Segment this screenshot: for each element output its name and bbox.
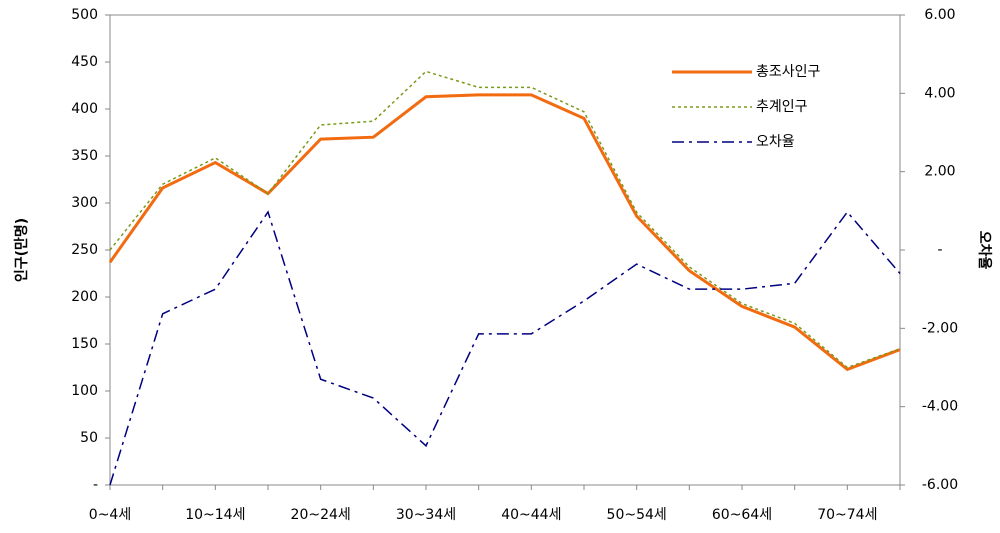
y-axis-label: 인구(만명) [13,218,30,282]
legend-label: 총조사인구 [756,64,821,80]
y-tick-label: 50 [80,430,98,446]
y2-tick-label: - [937,242,942,258]
x-tick-label: 60~64세 [712,507,772,523]
series-line [108,93,901,372]
y-tick-label: 500 [71,7,98,23]
plot-frame [109,14,901,486]
series-line [109,210,901,486]
y-tick-label: 250 [71,242,98,258]
y-tick-label: 200 [71,289,98,305]
y2-tick-label: -2.00 [922,320,958,336]
y-tick-label: 100 [71,383,98,399]
legend-label: 추계인구 [756,99,808,115]
x-tick-label: 0~4세 [89,507,131,523]
x-tick-label: 70~74세 [817,507,877,523]
x-tick-label: 30~34세 [396,507,456,523]
y2-axis-label: 오차율 [976,231,993,270]
y-tick-label: 150 [71,336,98,352]
x-tick-label: 40~44세 [501,507,561,523]
y-tick-label: 450 [71,54,98,70]
legend-label: 오차율 [756,134,795,150]
y-tick-label: 300 [71,195,98,211]
x-tick-label: 20~24세 [291,507,351,523]
y-tick-label: 400 [71,101,98,117]
y-tick-label: - [93,477,98,493]
y2-tick-label: 2.00 [924,164,955,180]
x-tick-label: 10~14세 [185,507,245,523]
series-line [109,70,901,369]
y2-tick-label: -4.00 [922,399,958,415]
x-tick-label: 50~54세 [607,507,667,523]
y-tick-label: 350 [71,148,98,164]
y2-tick-label: 6.00 [924,7,955,23]
y2-tick-label: 4.00 [924,85,955,101]
y2-tick-label: -6.00 [922,477,958,493]
